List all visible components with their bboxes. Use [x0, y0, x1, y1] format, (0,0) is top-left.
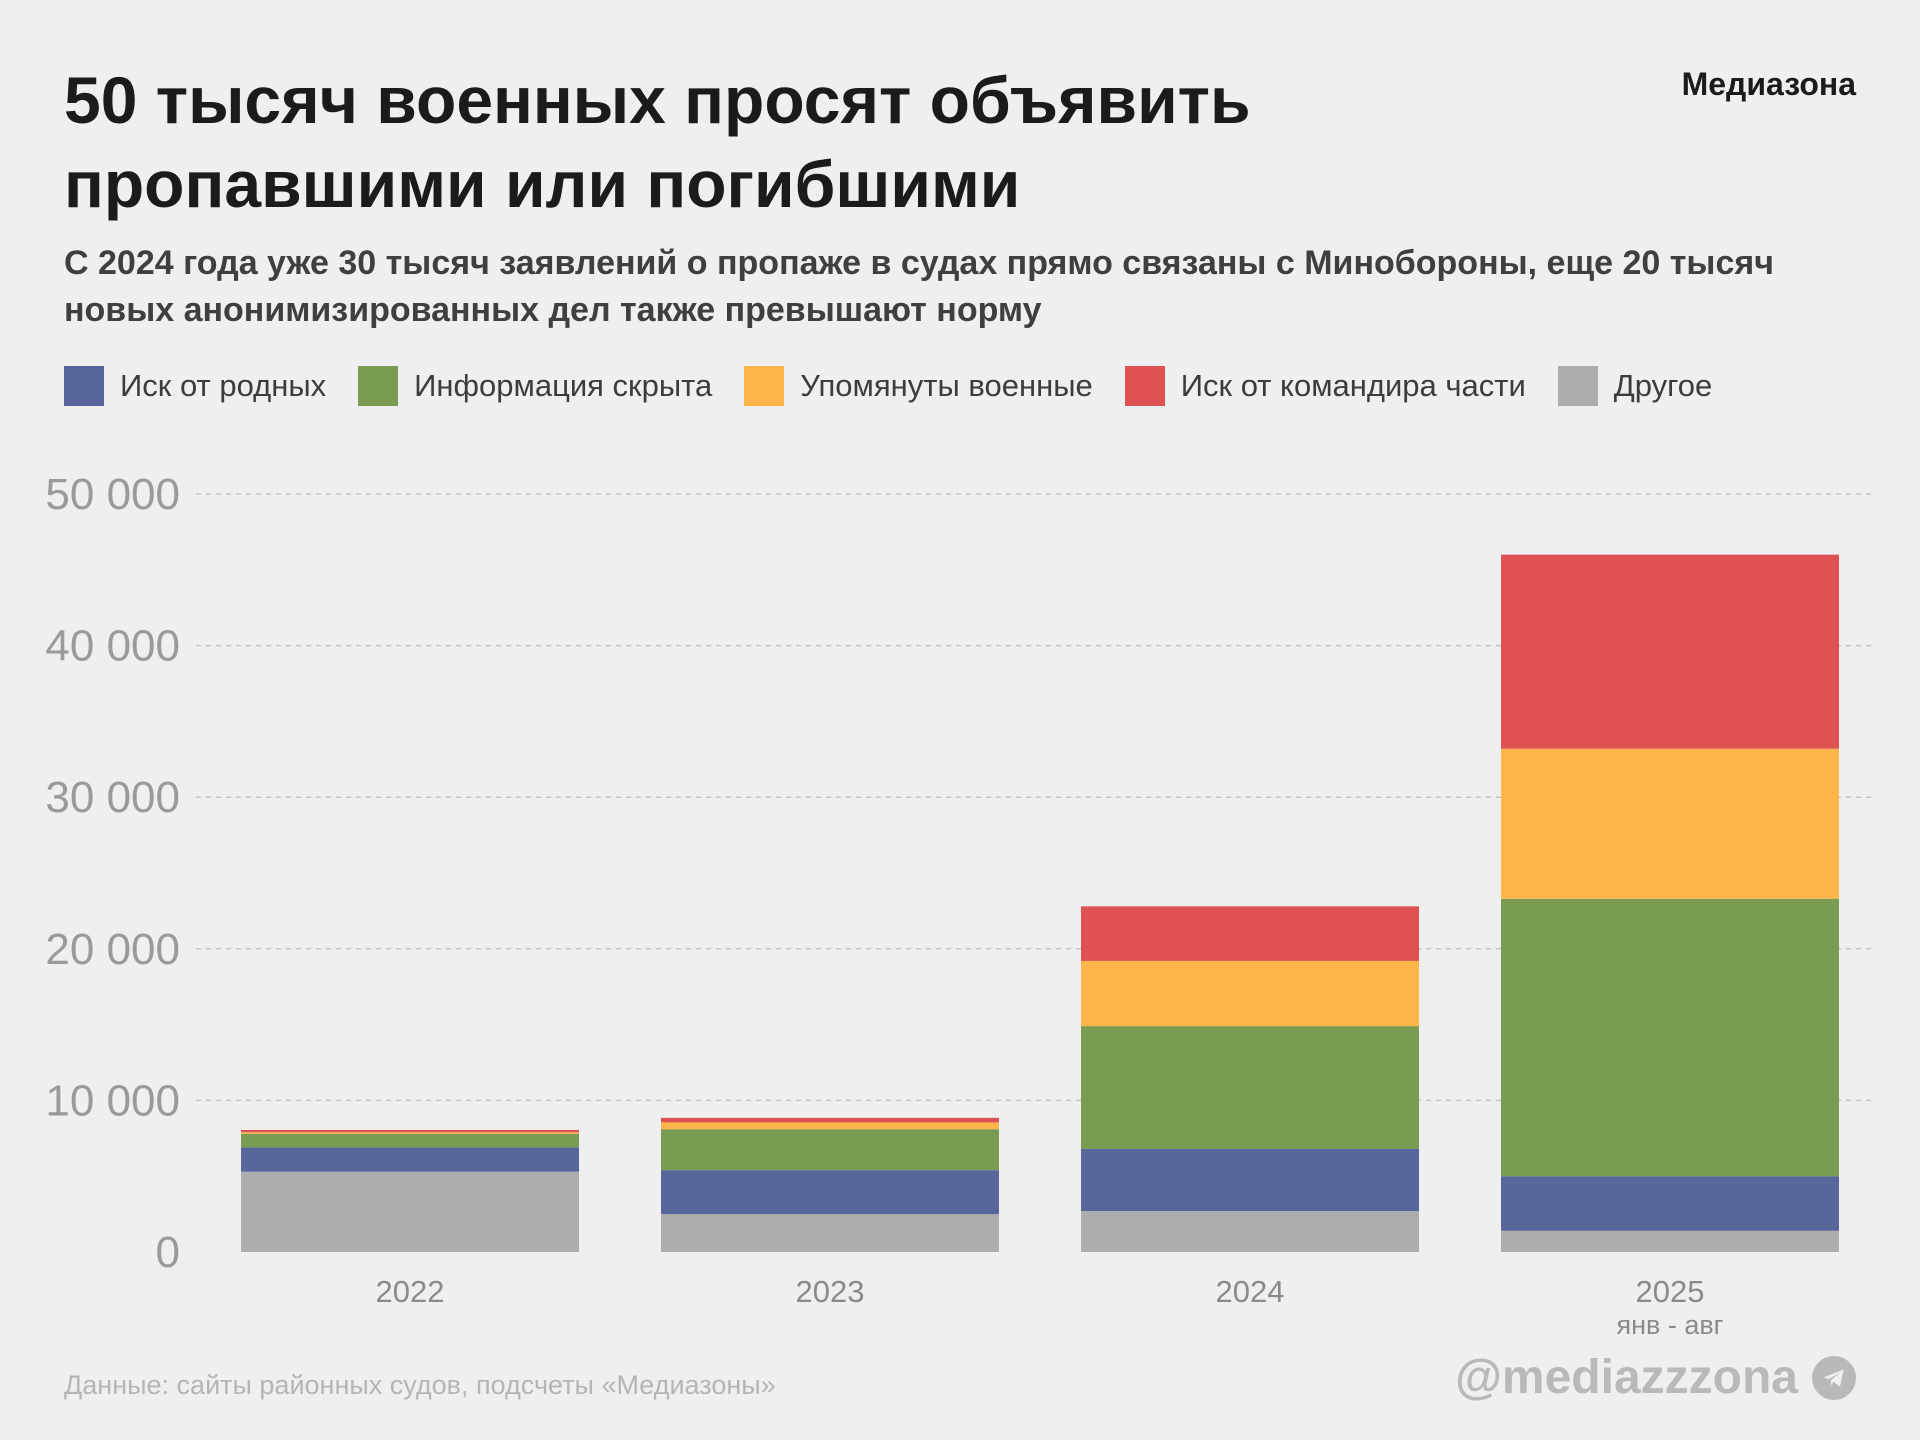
- legend-item: Иск от родных: [64, 366, 326, 406]
- bar-segment-информация-скрыта-2022: [241, 1133, 579, 1148]
- y-tick-label: 10 000: [45, 1076, 180, 1125]
- x-tick-label: 2025: [1636, 1274, 1705, 1309]
- bar-segment-информация-скрыта-2024: [1081, 1026, 1419, 1149]
- legend-label: Иск от командира части: [1180, 368, 1526, 403]
- bar-segment-иск-от-родных-2024: [1081, 1148, 1419, 1212]
- bar-segment-другое-2022: [241, 1171, 579, 1252]
- bar-segment-упомянуты-военные-2025: [1501, 748, 1839, 899]
- legend-item: Упомянуты военные: [744, 366, 1093, 406]
- legend-swatch: [1557, 366, 1598, 406]
- bar-segment-информация-скрыта-2023: [661, 1129, 999, 1171]
- x-tick-sublabel: янв - авг: [1616, 1310, 1723, 1340]
- chart-subtitle: С 2024 года уже 30 тысяч заявлений о про…: [64, 244, 1774, 329]
- bar-segment-иск-от-родных-2025: [1501, 1176, 1839, 1231]
- bar-segment-иск-от-командира-части-2024: [1081, 906, 1419, 961]
- legend-item: Информация скрыта: [358, 366, 712, 406]
- bar-segment-другое-2025: [1501, 1230, 1839, 1252]
- bar-segment-иск-от-родных-2023: [661, 1170, 999, 1215]
- brand-logo: Медиазона: [1681, 66, 1856, 102]
- legend-label: Иск от родных: [120, 368, 327, 403]
- bar-segment-иск-от-командира-части-2022: [241, 1129, 579, 1133]
- data-source-note: Данные: сайты районных судов, подсчеты «…: [64, 1370, 776, 1400]
- bar-segment-упомянуты-военные-2022: [241, 1132, 579, 1134]
- chart-legend: Иск от родных Информация скрыта Упомянуты …: [64, 366, 1744, 406]
- legend-label: Упомянуты военные: [800, 368, 1093, 403]
- bar-segment-упомянуты-военные-2024: [1081, 960, 1419, 1027]
- legend-item: Другое: [1557, 366, 1713, 406]
- bar-segment-иск-от-родных-2022: [241, 1147, 579, 1172]
- x-tick-label: 2024: [1216, 1274, 1285, 1309]
- telegram-icon: [1812, 1355, 1856, 1400]
- bar-segment-другое-2023: [661, 1214, 999, 1252]
- y-tick-label: 40 000: [45, 622, 180, 671]
- telegram-handle[interactable]: @mediazzzona: [1455, 1350, 1856, 1405]
- bar-segment-информация-скрыта-2025: [1501, 898, 1839, 1177]
- legend-label: Информация скрыта: [414, 368, 713, 403]
- legend-swatch: [64, 366, 104, 406]
- legend-swatch: [744, 366, 785, 406]
- legend-swatch: [358, 366, 399, 406]
- legend-item: Иск от командира части: [1124, 366, 1526, 406]
- bar-segment-иск-от-командира-части-2023: [661, 1117, 999, 1123]
- y-tick-label: 0: [156, 1228, 180, 1277]
- chart-title: 50 тысяч военных просят объявить пропавш…: [64, 63, 1251, 221]
- x-tick-label: 2022: [376, 1274, 445, 1309]
- bar-segment-иск-от-командира-части-2025: [1501, 554, 1839, 749]
- x-tick-label: 2023: [796, 1274, 865, 1309]
- legend-swatch: [1124, 366, 1165, 406]
- handle-text: @mediazzzona: [1455, 1351, 1798, 1404]
- bar-segment-упомянуты-военные-2023: [661, 1122, 999, 1130]
- y-tick-label: 30 000: [45, 773, 180, 822]
- legend-label: Другое: [1613, 368, 1713, 403]
- bar-segment-другое-2024: [1081, 1211, 1419, 1252]
- y-tick-label: 50 000: [45, 470, 180, 519]
- y-tick-label: 20 000: [45, 925, 180, 974]
